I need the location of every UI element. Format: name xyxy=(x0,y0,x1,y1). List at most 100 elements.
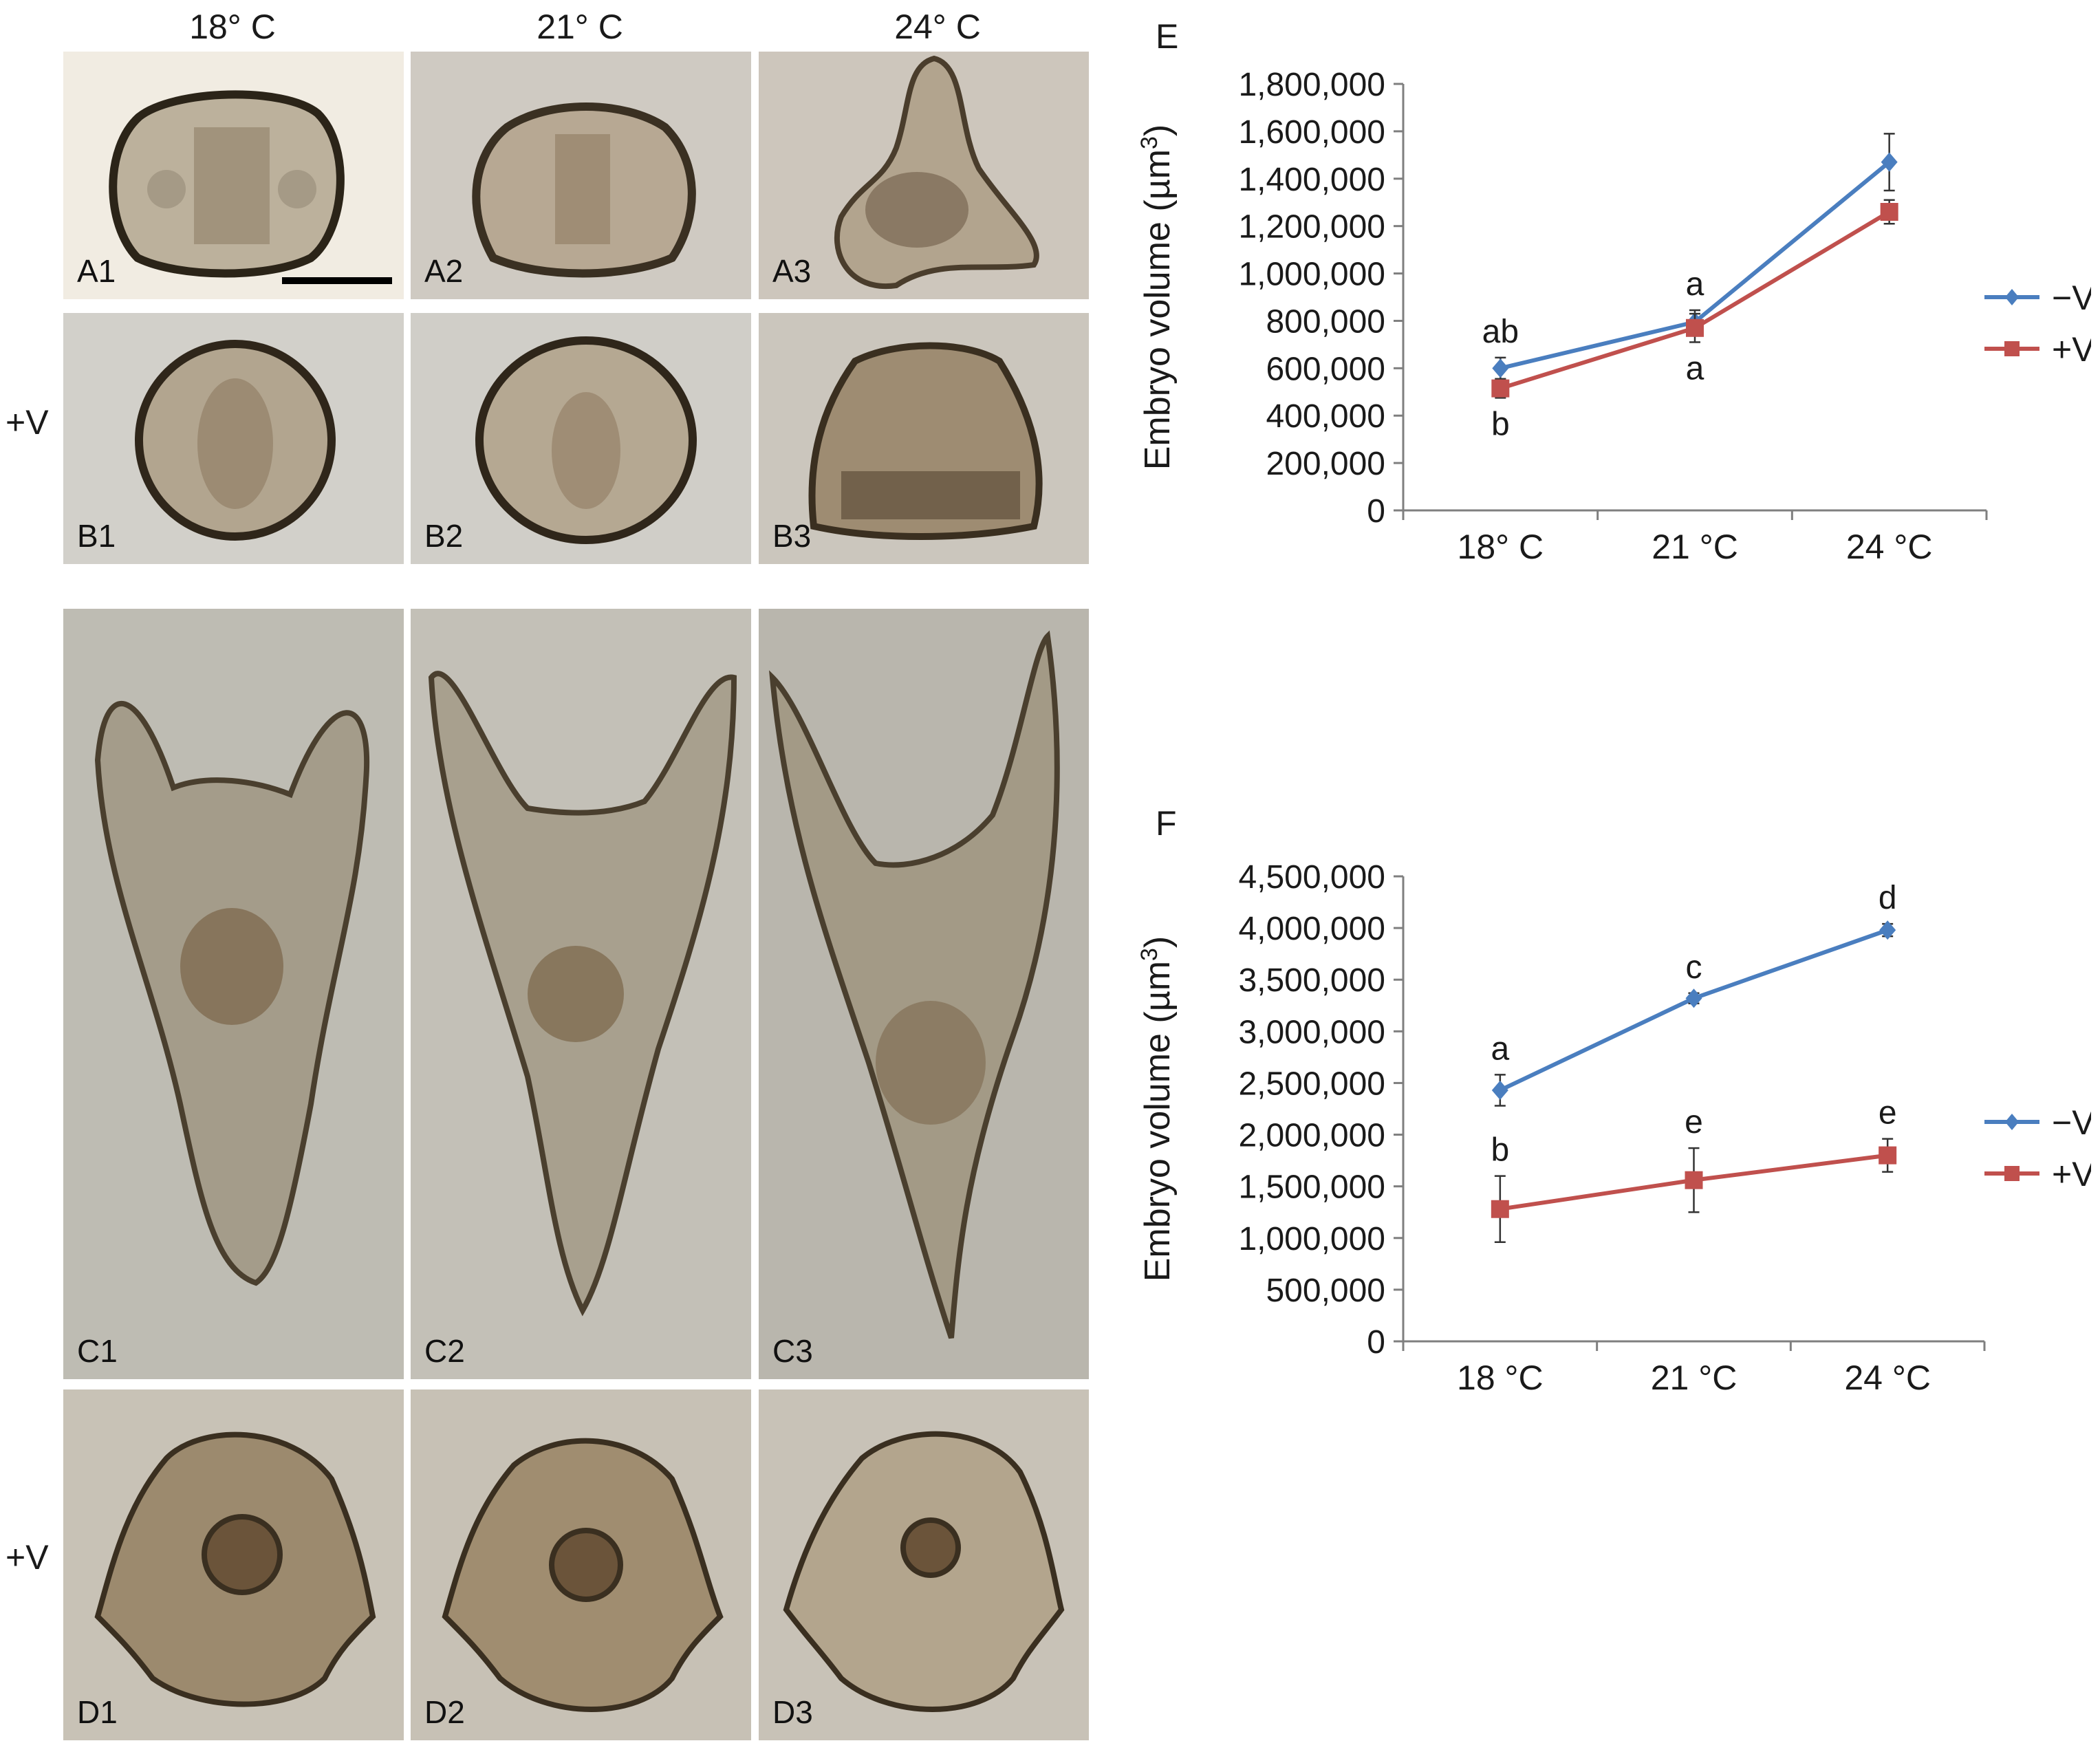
significance-label: ab xyxy=(1482,314,1519,350)
scale-bar xyxy=(282,277,392,284)
y-tick-label: 400,000 xyxy=(1266,398,1385,435)
panel-label: D2 xyxy=(424,1694,465,1730)
panel-label: D1 xyxy=(77,1694,118,1730)
data-point-minus-v xyxy=(1492,358,1509,378)
significance-label: c xyxy=(1686,949,1702,986)
panel-label: B3 xyxy=(772,518,812,554)
y-axis-title: Embryo volume (µm3) xyxy=(1136,936,1178,1282)
significance-label: d xyxy=(1879,880,1897,916)
data-point-plus-v xyxy=(1491,1200,1509,1218)
y-axis-title-superscript: 3 xyxy=(1136,948,1162,961)
significance-label: b xyxy=(1491,406,1510,442)
y-tick-label: 4,000,000 xyxy=(1238,911,1385,947)
panel-label: B2 xyxy=(424,518,464,554)
data-point-minus-v xyxy=(1879,920,1896,940)
pluteus-larva-image xyxy=(769,630,1060,1339)
legend-label: +V xyxy=(2052,1155,2091,1193)
panel-d3: D3 xyxy=(759,1389,1089,1740)
y-tick-label: 0 xyxy=(1367,493,1385,530)
data-point-plus-v xyxy=(1880,203,1898,221)
significance-label: a xyxy=(1686,350,1704,387)
chart-f: F 0 500,000 1,000,000 1,500,000 2,000,000 2,50… xyxy=(1128,798,2095,1445)
panel-d1: D1 xyxy=(63,1389,404,1740)
x-tick-label: 18° C xyxy=(1458,528,1544,566)
gastrula-embryo-image xyxy=(475,336,697,544)
data-point-plus-v xyxy=(1491,379,1510,398)
data-point-plus-v xyxy=(1685,1171,1703,1189)
panel-label: A1 xyxy=(77,253,116,289)
panel-label: A3 xyxy=(772,253,812,289)
y-tick-label: 2,500,000 xyxy=(1238,1066,1385,1102)
y-tick-label: 3,000,000 xyxy=(1238,1014,1385,1050)
column-header-24c: 24° C xyxy=(894,8,981,46)
y-axis-title-close: ) xyxy=(1138,125,1178,136)
y-tick-label: 4,500,000 xyxy=(1238,859,1385,896)
y-axis-title-text: Embryo volume (µm xyxy=(1138,149,1178,470)
chart-e: E 0 200,000 400,000 600,000 800,000 1,000,000 1… xyxy=(1128,14,2095,619)
prism-embryo-image xyxy=(834,55,1039,290)
y-tick-label: 1,000,000 xyxy=(1238,257,1385,293)
significance-label: e xyxy=(1879,1095,1897,1132)
gastrula-embryo-image xyxy=(135,340,336,541)
chart-e-svg: E 0 200,000 400,000 600,000 800,000 1,000,000 1… xyxy=(1136,17,2095,566)
legend-marker-square xyxy=(2004,341,2020,356)
y-tick-label: 1,200,000 xyxy=(1238,209,1385,246)
panel-b3: B3 xyxy=(759,313,1089,564)
column-header-18c: 18° C xyxy=(189,8,276,46)
panel-c1: C1 xyxy=(63,609,404,1379)
legend-marker-diamond xyxy=(2005,289,2019,305)
panel-label: C3 xyxy=(772,1333,813,1369)
y-tick-label: 800,000 xyxy=(1266,303,1385,340)
legend-label: −V xyxy=(2052,279,2091,317)
y-tick-label: 1,000,000 xyxy=(1238,1221,1385,1257)
panel-b1: B1 xyxy=(63,313,404,564)
legend-marker-square xyxy=(2004,1166,2020,1181)
panel-c2: C2 xyxy=(411,609,751,1379)
data-point-minus-v xyxy=(1685,988,1702,1008)
y-axis-title-close: ) xyxy=(1138,936,1178,948)
x-tick-label: 24 °C xyxy=(1846,528,1933,566)
panel-label: C2 xyxy=(424,1333,465,1369)
legend-marker-diamond xyxy=(2005,1114,2019,1130)
gastrula-embryo-image xyxy=(808,342,1043,540)
pluteus-larva-image xyxy=(428,671,737,1317)
y-tick-label: 1,500,000 xyxy=(1238,1169,1385,1206)
y-tick-label: 2,000,000 xyxy=(1238,1118,1385,1154)
pluteus-larva-image xyxy=(94,701,369,1286)
y-tick-label: 0 xyxy=(1367,1324,1385,1361)
significance-label: b xyxy=(1491,1132,1509,1169)
y-tick-label: 1,600,000 xyxy=(1238,114,1385,151)
panel-label: C1 xyxy=(77,1333,118,1369)
y-axis-title: Embryo volume (µm3) xyxy=(1136,125,1178,471)
panel-label: A2 xyxy=(424,253,464,289)
x-tick-label: 21 °C xyxy=(1652,528,1738,566)
y-axis-title-text: Embryo volume (µm xyxy=(1138,961,1178,1281)
data-point-plus-v xyxy=(1686,318,1704,337)
x-tick-label: 18 °C xyxy=(1457,1359,1544,1397)
column-header-21c: 21° C xyxy=(537,8,623,46)
prism-embryo-image xyxy=(472,102,696,278)
panel-a1: A1 xyxy=(63,52,404,299)
x-tick-label: 21 °C xyxy=(1651,1359,1738,1397)
significance-label: a xyxy=(1686,266,1704,303)
row-header-plus-v-b: +V xyxy=(6,403,49,442)
significance-label: a xyxy=(1491,1030,1509,1067)
panel-c3: C3 xyxy=(759,609,1089,1379)
panel-letter: E xyxy=(1156,17,1178,56)
legend-label: +V xyxy=(2052,330,2091,369)
y-tick-label: 3,500,000 xyxy=(1238,962,1385,999)
row-header-plus-v-d: +V xyxy=(6,1538,49,1577)
larva-image xyxy=(94,1431,376,1707)
y-tick-label: 600,000 xyxy=(1266,351,1385,387)
panel-b2: B2 xyxy=(411,313,751,564)
larva-image xyxy=(783,1431,1065,1712)
y-tick-label: 500,000 xyxy=(1266,1273,1385,1309)
y-tick-label: 200,000 xyxy=(1266,446,1385,482)
panel-a2: A2 xyxy=(411,52,751,299)
larva-image xyxy=(442,1438,724,1712)
legend-label: −V xyxy=(2052,1103,2091,1142)
y-tick-label: 1,400,000 xyxy=(1238,162,1385,198)
x-tick-label: 24 °C xyxy=(1844,1359,1931,1397)
panel-letter: F xyxy=(1156,804,1177,843)
chart-f-svg: F 0 500,000 1,000,000 1,500,000 2,000,000 2,50… xyxy=(1136,804,2095,1397)
